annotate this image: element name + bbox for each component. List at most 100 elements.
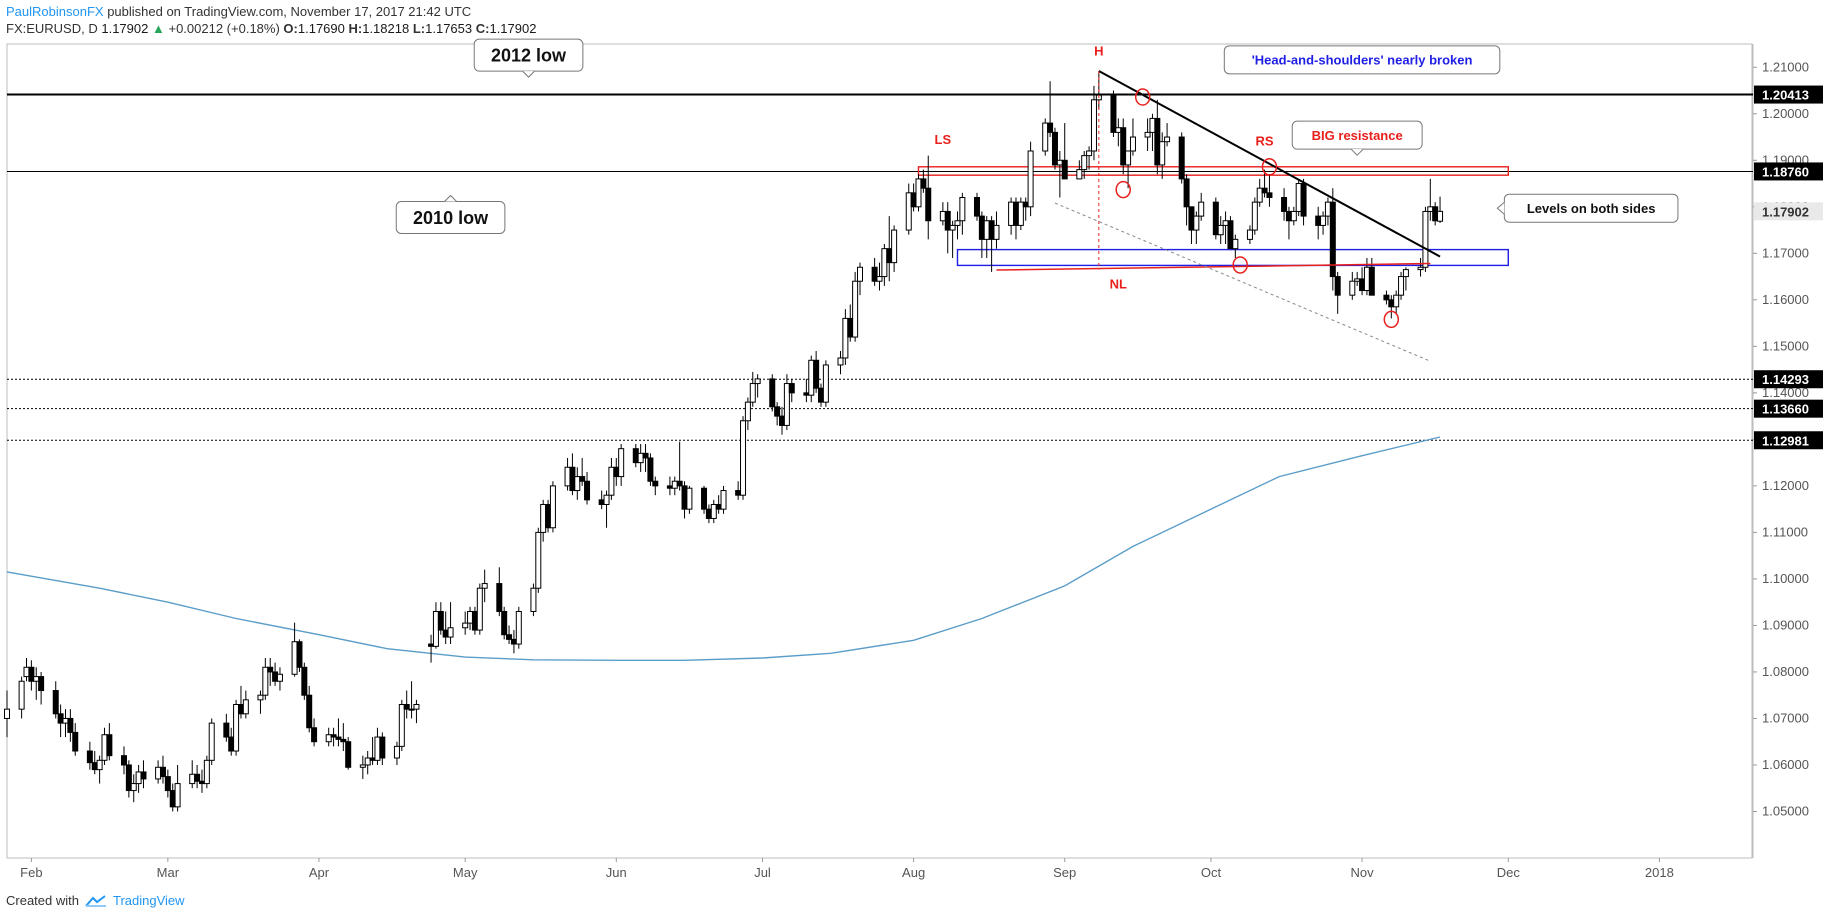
candle <box>1047 81 1054 138</box>
candle <box>301 662 308 700</box>
candle <box>574 467 581 500</box>
candle <box>973 192 980 221</box>
price-label: 1.17902 <box>1762 204 1809 219</box>
candle <box>1320 211 1327 235</box>
candle-body-down <box>228 736 235 752</box>
price-tick-label: 1.21000 <box>1762 59 1809 74</box>
candle <box>1188 206 1195 245</box>
candle-body-down <box>57 713 64 724</box>
candle-body-up <box>1402 269 1409 278</box>
candle-body-down <box>1012 201 1019 226</box>
candle-body-down <box>1120 127 1127 166</box>
candle-body-down <box>296 641 303 668</box>
candle-body-down <box>769 378 776 408</box>
callout-text: Levels on both sides <box>1527 201 1656 216</box>
candle-body-up <box>1076 169 1083 180</box>
candle <box>1261 169 1268 198</box>
candle <box>52 681 59 719</box>
candle-body-up <box>1349 280 1356 296</box>
candle-body-up <box>993 224 1000 240</box>
callout-text: 2012 low <box>491 46 567 66</box>
candle <box>569 453 576 496</box>
candle-body-up <box>447 627 454 638</box>
candle-body-up <box>23 666 30 678</box>
candle <box>233 699 240 756</box>
candle-body-up <box>1125 150 1132 166</box>
candle <box>471 606 478 635</box>
candle-body-down <box>267 666 274 673</box>
candle-body-down <box>774 406 781 417</box>
candle <box>18 676 25 719</box>
candle <box>267 657 274 686</box>
candle <box>978 211 985 258</box>
candle <box>369 737 376 765</box>
candle-body-up <box>242 699 249 715</box>
author-link[interactable]: PaulRobinsonFX <box>6 4 104 19</box>
highlight-circle <box>1383 310 1400 329</box>
candle-body-up <box>1198 201 1205 217</box>
price-label: 1.13660 <box>1762 402 1809 417</box>
published-text: published on TradingView.com, November 1… <box>107 4 472 19</box>
candle-body-up <box>1393 294 1400 308</box>
big-resistance-zone <box>917 166 1509 176</box>
candle-body-down <box>1178 136 1185 180</box>
callout-text: BIG resistance <box>1312 128 1403 143</box>
candle <box>501 606 508 640</box>
candle <box>545 499 552 533</box>
candle <box>701 485 708 514</box>
high-value: 1.18218 <box>362 21 410 36</box>
candle <box>632 444 639 468</box>
candle-body-up <box>18 680 25 710</box>
time-tick-label: Jul <box>754 865 771 880</box>
candle <box>954 211 961 240</box>
candle <box>822 360 829 407</box>
candle <box>203 755 210 789</box>
candle-body-down <box>1432 206 1439 222</box>
candle <box>242 690 249 719</box>
candle <box>915 174 922 212</box>
candle-body-down <box>579 476 586 482</box>
highlight-circle <box>1134 88 1151 106</box>
tradingview-logo-icon <box>85 894 106 907</box>
candle-body-down <box>301 666 308 696</box>
candle <box>223 713 230 742</box>
price-tick-label: 1.14000 <box>1762 385 1809 400</box>
candle-body-up <box>740 420 747 496</box>
candle <box>1125 150 1132 189</box>
tradingview-link[interactable]: TradingView <box>112 893 185 908</box>
up-arrow-icon: ▲ <box>151 21 165 36</box>
candle-body-down <box>920 178 927 189</box>
candle-body-up <box>276 673 283 682</box>
callout-pointer <box>1350 148 1364 156</box>
price-chart[interactable]: 1.210001.200001.190001.180001.170001.160… <box>0 0 1824 890</box>
candle <box>881 244 888 286</box>
candle <box>476 583 483 635</box>
candle-body-up <box>476 587 483 631</box>
candle <box>837 350 844 375</box>
candle-body-up <box>96 759 103 771</box>
low-label: L: <box>412 21 426 36</box>
candle <box>818 383 825 407</box>
candle <box>1329 188 1336 291</box>
candle <box>408 681 415 719</box>
candle-body-up <box>618 448 625 478</box>
candle-body-up <box>822 364 829 403</box>
candle-body-down <box>379 736 386 759</box>
candle-body-down <box>506 634 513 640</box>
candle-body-up <box>744 401 751 422</box>
price-label: 1.20413 <box>1762 88 1809 103</box>
trendline <box>996 262 1431 271</box>
candle-body-up <box>374 736 381 761</box>
candle <box>1359 267 1366 296</box>
candle-body-down <box>1183 178 1190 208</box>
candle-body-up <box>174 783 181 808</box>
low-value: 1.17653 <box>425 21 473 36</box>
candle <box>4 690 10 738</box>
candle-body-up <box>549 485 556 529</box>
candle-body-down <box>428 643 435 647</box>
candle <box>1159 132 1166 179</box>
candle <box>125 760 132 798</box>
price-label: 1.14293 <box>1762 372 1809 387</box>
time-tick-label: Apr <box>309 865 330 880</box>
candle <box>598 490 605 510</box>
